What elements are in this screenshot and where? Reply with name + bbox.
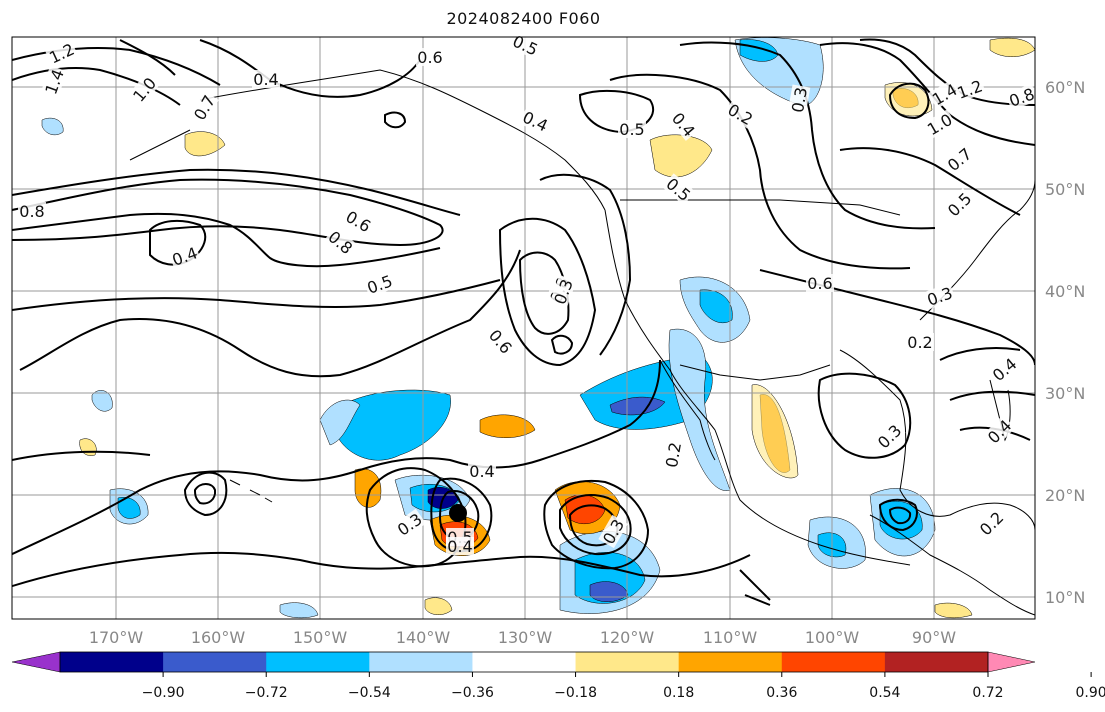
shade-blue-southwest <box>699 289 733 324</box>
colorbar-tick-label: −0.72 <box>245 685 288 701</box>
colorbar-extend-low <box>11 651 61 673</box>
contour-label: 0.6 <box>485 326 516 358</box>
contour-label: 0.3 <box>788 86 811 114</box>
coastline-layer <box>129 69 1035 616</box>
colorbar-tick-label: 0.18 <box>663 685 694 701</box>
shade-lightblue-bering <box>41 117 64 136</box>
colorbar-segment <box>781 652 886 672</box>
shade-yellow-bottom <box>424 597 453 615</box>
colorbar-segment <box>369 652 473 672</box>
longitude-tick-label: 90°W <box>912 628 956 647</box>
latitude-tick-label: 10°N <box>1045 588 1085 607</box>
gulf-mexico-coast <box>839 349 1035 531</box>
contour-label: 0.5 <box>944 189 975 220</box>
colorbar-tick-label: −0.90 <box>142 685 185 701</box>
shade-lightblue-bottom <box>279 602 319 619</box>
colorbar-tick-label: 0.54 <box>869 685 900 701</box>
colorbar-extend-high <box>987 651 1036 673</box>
florida <box>989 379 1011 442</box>
shade-yellow-canada <box>649 134 713 178</box>
colorbar-tick-label: 0.36 <box>766 685 797 701</box>
aleutians <box>129 129 191 161</box>
shade-blue-central-pacific <box>334 389 451 461</box>
contour-label: 0.2 <box>724 100 756 129</box>
colorbar: −0.90 −0.72 −0.54 −0.36 −0.18 0.18 0.36 0.54 0.7… <box>11 651 1105 701</box>
grid-lines <box>12 37 1035 619</box>
contour-label: 0.2 <box>662 441 685 469</box>
hawaii-islands <box>229 479 273 503</box>
longitude-tick-label: 170°W <box>89 628 144 647</box>
longitude-tick-label: 100°W <box>805 628 860 647</box>
colorbar-tick-label: −0.18 <box>554 685 597 701</box>
contour-label: 1.2 <box>46 40 77 68</box>
colorbar-tick-label: 0.72 <box>972 685 1003 701</box>
contour-label: 1.0 <box>129 74 160 106</box>
shade-blue-hawaii <box>117 497 141 519</box>
shade-yellow-se <box>934 602 973 619</box>
contour-label: 0.4 <box>520 108 551 136</box>
baja-peninsula <box>659 359 716 461</box>
contour-label: 0.6 <box>807 274 832 293</box>
colorbar-tick-label: −0.54 <box>348 685 391 701</box>
shade-orange-north-storm <box>354 468 382 508</box>
colorbar-segment <box>884 652 989 672</box>
chart-title: 2024082400 F060 <box>446 9 601 28</box>
contour-layer <box>12 38 1035 606</box>
shade-yellow-hudson <box>884 82 933 117</box>
colorbar-tick-label: 0.90 <box>1076 685 1105 701</box>
contour-label: 0.8 <box>324 227 356 258</box>
contour-label: 0.4 <box>984 416 1015 447</box>
alaska-coast <box>199 69 606 211</box>
longitude-tick-label: 120°W <box>600 628 655 647</box>
storm-center-marker <box>449 504 467 522</box>
contour-label: 0.6 <box>417 48 442 67</box>
latitude-tick-label: 50°N <box>1045 180 1085 199</box>
shade-orange-hawaii-ne <box>479 414 536 438</box>
map-frame <box>11 36 1036 620</box>
shade-yellow-ne-corner <box>989 37 1035 57</box>
contour-label: 0.2 <box>976 508 1007 539</box>
longitude-tick-label: 110°W <box>703 628 758 647</box>
latitude-axis: 60°N 50°N 40°N 30°N 20°N 10°N <box>1045 78 1085 607</box>
longitude-axis: 170°W 160°W 150°W 140°W 130°W 120°W 110°W 100°W… <box>89 628 956 647</box>
contour-label: 0.4 <box>253 70 278 89</box>
contour-label: 0.2 <box>907 333 932 352</box>
longitude-tick-label: 140°W <box>396 628 451 647</box>
colorbar-tick-label: −0.36 <box>451 685 494 701</box>
latitude-tick-label: 60°N <box>1045 78 1085 97</box>
shade-lightblue-nw <box>91 390 113 412</box>
contour-label: 0.5 <box>510 32 541 60</box>
canada-us-border <box>620 199 901 216</box>
contour-label: 0.8 <box>19 202 44 221</box>
central-america <box>869 514 1035 616</box>
colorbar-segment <box>163 652 267 672</box>
contour-label: 0.4 <box>989 354 1021 385</box>
contour-label: 0.4 <box>469 462 494 481</box>
mexico-us-border <box>679 364 831 381</box>
colorbar-segment <box>472 652 577 672</box>
shade-yellow-nw <box>79 438 97 456</box>
contour-label: 0.6 <box>342 207 374 236</box>
longitude-tick-label: 150°W <box>293 628 348 647</box>
contour-label: 0.5 <box>619 120 644 139</box>
latitude-tick-label: 30°N <box>1045 384 1085 403</box>
colorbar-segment <box>266 652 370 672</box>
longitude-tick-label: 160°W <box>191 628 246 647</box>
shade-lightblue-central-pacific <box>319 399 361 446</box>
contour-label: 0.7 <box>944 144 976 175</box>
latitude-tick-label: 40°N <box>1045 282 1085 301</box>
longitude-tick-label: 130°W <box>498 628 553 647</box>
contour-label: 0.4 <box>447 537 472 556</box>
colorbar-segment <box>60 652 164 672</box>
shade-yellow-bering <box>184 131 226 157</box>
colorbar-segment <box>678 652 783 672</box>
latitude-tick-label: 20°N <box>1045 486 1085 505</box>
shade-yellow-gulf-cal <box>751 384 799 479</box>
colorbar-segment <box>575 652 680 672</box>
